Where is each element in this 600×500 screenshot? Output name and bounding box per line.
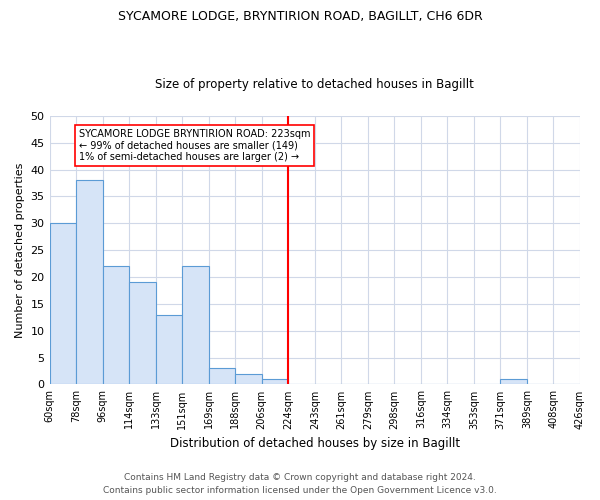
X-axis label: Distribution of detached houses by size in Bagillt: Distribution of detached houses by size …: [170, 437, 460, 450]
Bar: [209, 368, 235, 384]
Bar: [182, 266, 209, 384]
Y-axis label: Number of detached properties: Number of detached properties: [15, 162, 25, 338]
Bar: [76, 180, 103, 384]
Bar: [103, 266, 129, 384]
Bar: [129, 282, 155, 384]
Text: SYCAMORE LODGE, BRYNTIRION ROAD, BAGILLT, CH6 6DR: SYCAMORE LODGE, BRYNTIRION ROAD, BAGILLT…: [118, 10, 482, 23]
Bar: [500, 379, 527, 384]
Text: Contains HM Land Registry data © Crown copyright and database right 2024.
Contai: Contains HM Land Registry data © Crown c…: [103, 474, 497, 495]
Title: Size of property relative to detached houses in Bagillt: Size of property relative to detached ho…: [155, 78, 474, 91]
Bar: [50, 223, 76, 384]
Bar: [262, 379, 288, 384]
Bar: [155, 314, 182, 384]
Text: SYCAMORE LODGE BRYNTIRION ROAD: 223sqm
← 99% of detached houses are smaller (149: SYCAMORE LODGE BRYNTIRION ROAD: 223sqm ←…: [79, 129, 310, 162]
Bar: [235, 374, 262, 384]
